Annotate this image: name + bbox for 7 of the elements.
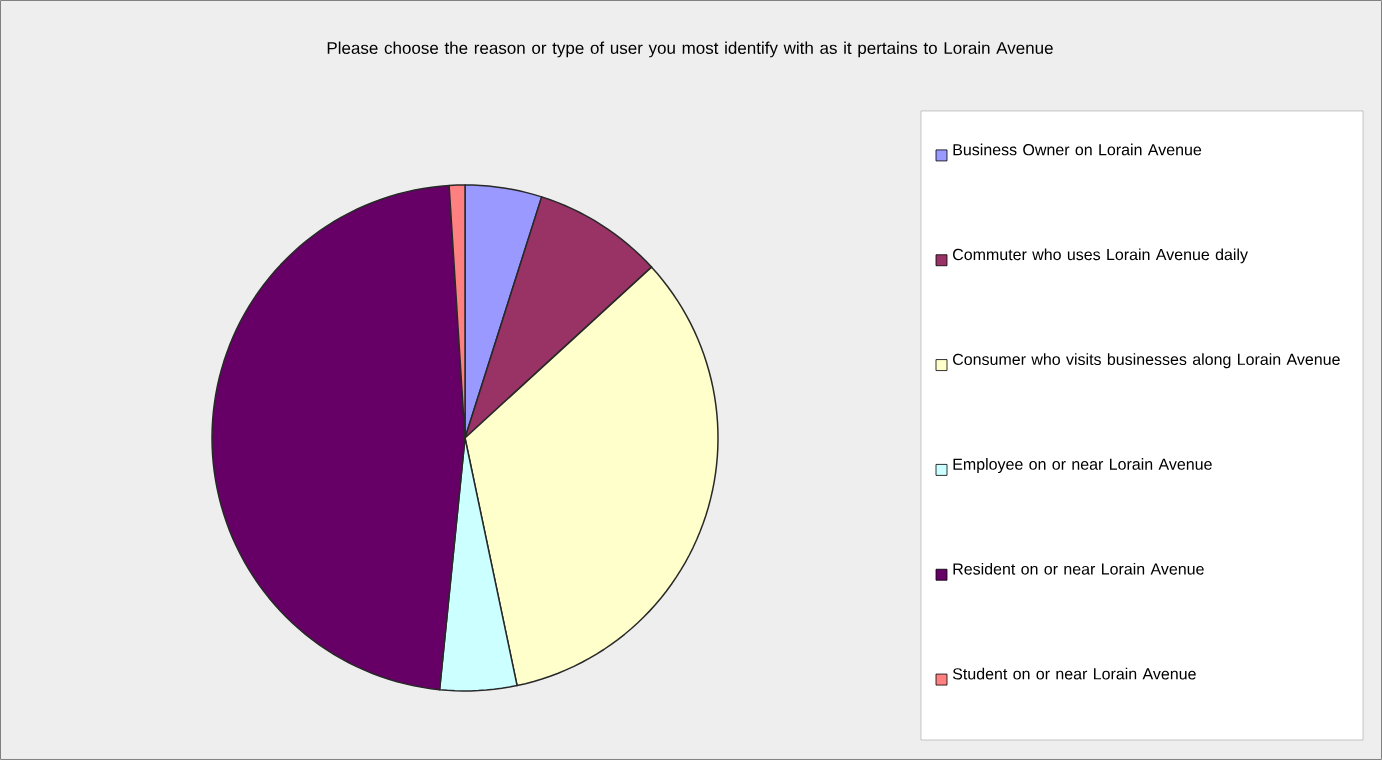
legend-label: Employee on or near Lorain Avenue bbox=[953, 458, 1212, 474]
chart-title: Please choose the reason or type of user you most identify with as it pertains to Lorain Avenue bbox=[327, 41, 1053, 58]
legend-label: Commuter who uses Lorain Avenue daily bbox=[953, 248, 1248, 264]
legend-label: Student on or near Lorain Avenue bbox=[952, 667, 1196, 680]
legend-label: Business Owner on Lorain Avenue bbox=[953, 143, 1202, 156]
legend-label: Resident on or near Lorain Avenue bbox=[953, 562, 1204, 575]
legend-label: Consumer who visits businesses along Lorain Avenue bbox=[953, 353, 1340, 369]
